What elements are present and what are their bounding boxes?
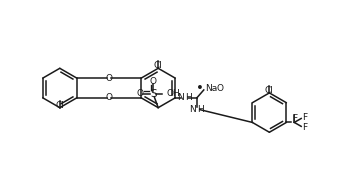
Text: Na: Na bbox=[205, 84, 217, 93]
Text: O: O bbox=[105, 93, 113, 102]
Text: F: F bbox=[302, 123, 307, 132]
Text: F: F bbox=[302, 113, 307, 122]
Text: H: H bbox=[185, 93, 192, 102]
Text: O: O bbox=[137, 89, 144, 98]
Text: S: S bbox=[150, 89, 157, 99]
Text: Cl: Cl bbox=[265, 86, 274, 95]
Text: N: N bbox=[189, 105, 196, 114]
Text: Cl: Cl bbox=[154, 61, 163, 70]
Text: OH: OH bbox=[166, 89, 180, 98]
Text: O: O bbox=[105, 74, 113, 83]
Text: N: N bbox=[177, 93, 184, 102]
Text: H: H bbox=[197, 105, 204, 114]
Text: Cl: Cl bbox=[55, 101, 64, 110]
Text: •: • bbox=[197, 83, 204, 95]
Text: O: O bbox=[217, 84, 224, 93]
Text: O: O bbox=[150, 77, 157, 86]
Text: F: F bbox=[292, 113, 297, 122]
